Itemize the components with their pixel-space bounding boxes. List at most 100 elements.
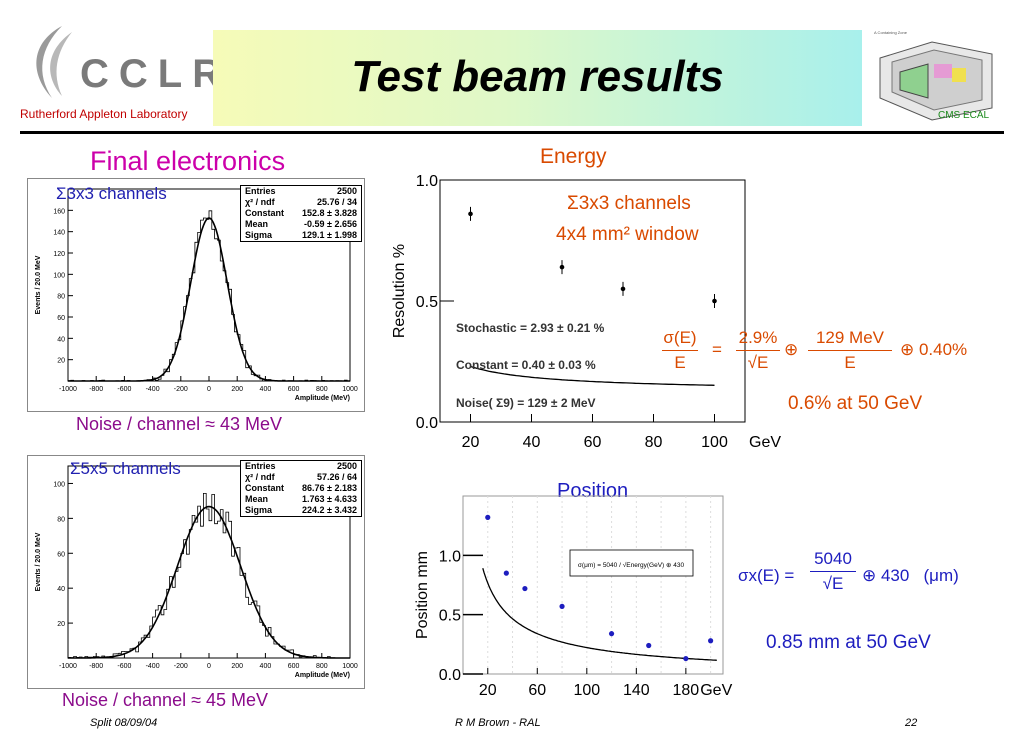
x-tick-label: 800 bbox=[316, 386, 328, 393]
position-data-point bbox=[503, 570, 509, 576]
position-formula: σx(E) = 5040 √E ⊕ 430 (μm) bbox=[738, 549, 998, 599]
stat-value: 224.2 ± 3.432 bbox=[302, 505, 357, 515]
stat-key: Entries bbox=[245, 186, 276, 196]
y-tick-label: 140 bbox=[53, 230, 65, 237]
formula-t2-num: 129 MeV bbox=[815, 328, 885, 347]
h3x3-stat-row: Entries 2500 bbox=[241, 186, 361, 197]
y-tick-label: 160 bbox=[53, 208, 65, 215]
stat-value: 152.8 ± 3.828 bbox=[302, 208, 357, 218]
energy-data-point bbox=[468, 211, 473, 217]
gaussian-fit-curve bbox=[68, 505, 350, 659]
formula-oplus: ⊕ bbox=[784, 340, 799, 359]
position-data-point bbox=[559, 603, 565, 609]
stat-key: Mean bbox=[245, 494, 269, 504]
stats-box-5x5: Entries 2500 χ² / ndf 57.26 / 64 Constant 86.… bbox=[240, 460, 362, 517]
position-plot: 0.0 0.5 1.0 20 60 100 140 180 GeV Position mm σ(μm… bbox=[414, 495, 733, 699]
footer-date: Split 08/09/04 bbox=[90, 717, 158, 729]
position-x-tick-label: 60 bbox=[528, 682, 546, 699]
fit-stochastic: Stochastic = 2.93 ± 0.21 % bbox=[456, 321, 605, 335]
formula-t1-den: √E bbox=[747, 353, 769, 372]
stat-key: Mean bbox=[245, 219, 269, 229]
energy-y-tick-label: 1.0 bbox=[416, 173, 438, 190]
y-tick-label: 60 bbox=[57, 315, 65, 322]
stat-key: Entries bbox=[245, 461, 276, 471]
y-tick-label: 40 bbox=[57, 336, 65, 343]
formula-t3: ⊕ 0.40% bbox=[900, 340, 968, 359]
cms-ecal-label: CMS ECAL bbox=[938, 110, 990, 121]
energy-data-point bbox=[620, 286, 626, 292]
position-data-point bbox=[485, 514, 491, 520]
x-tick-label: -400 bbox=[146, 663, 160, 670]
x-tick-label: 0 bbox=[207, 386, 211, 393]
energy-y-axis-label: Resolution % bbox=[391, 244, 408, 338]
noise-label-3x3: Noise / channel ≈ 43 MeV bbox=[76, 414, 282, 434]
x-tick-label: 0 bbox=[207, 663, 211, 670]
position-formula-rest: ⊕ 430 (μm) bbox=[862, 566, 959, 585]
x-tick-label: 800 bbox=[316, 663, 328, 670]
stat-key: Constant bbox=[245, 208, 284, 218]
stat-value: -0.59 ± 2.656 bbox=[304, 219, 357, 229]
y-tick-label: 80 bbox=[57, 294, 65, 301]
x-tick-label: 200 bbox=[231, 663, 243, 670]
energy-x-tick-label: 20 bbox=[462, 434, 480, 451]
energy-annot-2: 4x4 mm² window bbox=[556, 224, 699, 245]
y-tick-label: 120 bbox=[53, 251, 65, 258]
x-tick-label: -600 bbox=[117, 386, 131, 393]
h3x3-stat-row: Sigma 129.1 ± 1.998 bbox=[241, 230, 361, 241]
gaussian-fit-curve bbox=[68, 217, 350, 382]
h3x3-stat-row: χ² / ndf 25.76 / 34 bbox=[241, 197, 361, 208]
x-tick-label: 1000 bbox=[342, 663, 358, 670]
position-formula-den: √E bbox=[822, 574, 844, 593]
position-data-point bbox=[683, 655, 689, 662]
position-x-tick-label: 100 bbox=[573, 682, 600, 699]
energy-result: 0.6% at 50 GeV bbox=[788, 393, 923, 414]
energy-data-point bbox=[712, 298, 717, 304]
cclrc-logo-swoosh bbox=[36, 26, 72, 98]
position-x-tick-label: 20 bbox=[479, 682, 497, 699]
x-tick-label: -800 bbox=[89, 663, 103, 670]
position-formula-bar bbox=[810, 571, 856, 572]
h5x5-stat-row: Sigma 224.2 ± 3.432 bbox=[241, 505, 361, 516]
position-data-point bbox=[708, 638, 714, 644]
h3x3-stat-row: Mean -0.59 ± 2.656 bbox=[241, 219, 361, 230]
position-result: 0.85 mm at 50 GeV bbox=[766, 632, 931, 653]
position-frame bbox=[462, 495, 724, 675]
energy-title: Energy bbox=[540, 145, 607, 168]
stat-value: 1.763 ± 4.633 bbox=[302, 494, 357, 504]
footer-page-number: 22 bbox=[905, 717, 918, 729]
formula-t2-bar bbox=[808, 350, 892, 351]
x-tick-label: -400 bbox=[146, 386, 160, 393]
x-tick-label: 600 bbox=[288, 386, 300, 393]
position-data-point bbox=[646, 642, 652, 649]
x-tick-label: 600 bbox=[288, 663, 300, 670]
position-inset-formula: σ(μm) = 5040 / √Energy(GeV) ⊕ 430 bbox=[578, 561, 685, 569]
y-tick-label: 100 bbox=[53, 481, 65, 488]
energy-y-tick-label: 0.0 bbox=[416, 415, 438, 432]
stat-value: 2500 bbox=[336, 186, 357, 196]
position-data-point bbox=[522, 585, 528, 592]
stats-box-3x3: Entries 2500 χ² / ndf 25.76 / 34 Constant 152… bbox=[240, 185, 362, 242]
h5x5-stat-row: χ² / ndf 57.26 / 64 bbox=[241, 472, 361, 483]
stat-key: Sigma bbox=[245, 505, 273, 515]
fit-noise: Noise( Σ9) = 129 ± 2 MeV bbox=[456, 396, 596, 410]
y-axis-label: Events / 20.0 MeV bbox=[35, 255, 42, 314]
x-axis-label: Amplitude (MeV) bbox=[295, 395, 350, 402]
formula-lhs-den: E bbox=[674, 353, 686, 372]
x-axis-label: Amplitude (MeV) bbox=[295, 672, 350, 679]
stat-value: 129.1 ± 1.998 bbox=[302, 230, 357, 240]
formula-t1-bar bbox=[736, 350, 780, 351]
fit-constant: Constant = 0.40 ± 0.03 % bbox=[456, 358, 596, 372]
position-x-tick-label: 180 bbox=[673, 682, 700, 699]
cms-small-caption: A Containing Zone bbox=[874, 30, 908, 35]
formula-equals: = bbox=[712, 340, 722, 359]
stat-value: 2500 bbox=[336, 461, 357, 471]
energy-x-tick-label: 100 bbox=[701, 434, 728, 451]
stat-value: 57.26 / 64 bbox=[316, 472, 357, 482]
histogram-panel-5x5: -1000 -800 -600 -400 -200 0 200 400 600 800 1000 20… bbox=[27, 455, 365, 689]
position-y-axis-label: Position mm bbox=[414, 551, 431, 639]
y-tick-label: 60 bbox=[57, 551, 65, 558]
h5x5-stat-row: Constant 86.76 ± 2.183 bbox=[241, 483, 361, 494]
x-tick-label: 400 bbox=[260, 663, 272, 670]
energy-fit-curve bbox=[470, 365, 715, 386]
y-tick-label: 20 bbox=[57, 358, 65, 365]
